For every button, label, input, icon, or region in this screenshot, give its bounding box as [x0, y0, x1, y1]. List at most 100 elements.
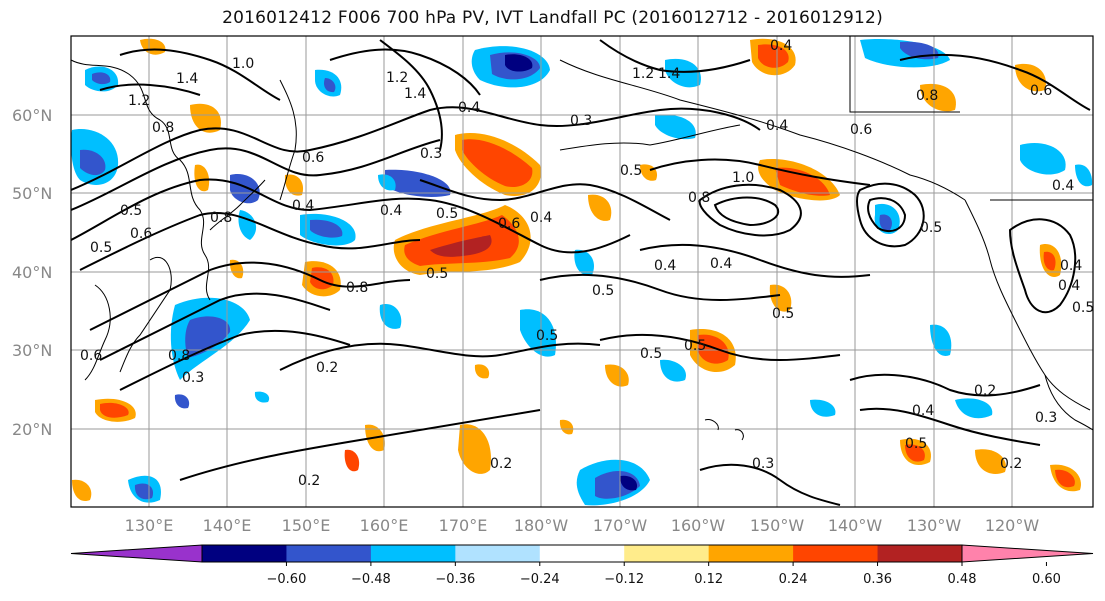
- pos-blob: [284, 174, 304, 196]
- colorbar-segment: [877, 545, 963, 562]
- negative-anomaly-shading: [71, 39, 1093, 506]
- pv-contour: [99, 83, 201, 96]
- pv-contour: [99, 292, 331, 361]
- contour-label: 0.4: [530, 210, 552, 226]
- neg-blob: [378, 174, 396, 191]
- contour-label: 0.3: [570, 113, 592, 129]
- contour-label: 0.2: [1000, 456, 1022, 472]
- neg-blob: [574, 249, 595, 276]
- contour-label: 0.5: [436, 206, 458, 222]
- colorbar-tick-label: −0.24: [520, 572, 560, 587]
- coastline-kamchatka: [279, 79, 297, 201]
- contour-label: 0.5: [90, 240, 112, 256]
- contour-label: 0.2: [974, 383, 996, 399]
- pos-blob: [1055, 469, 1075, 488]
- neg-blob: [620, 475, 638, 491]
- coastline-kuril: [209, 179, 266, 231]
- neg-blob: [385, 169, 451, 197]
- colorbar-segment: [370, 545, 456, 562]
- contour-label: 0.6: [850, 122, 872, 138]
- positive-anomaly-shading: [72, 38, 1081, 502]
- border-alaska: [849, 36, 960, 113]
- colorbar-extension-max: [961, 544, 1094, 563]
- pv-contour: [1008, 218, 1077, 314]
- contour-label: 0.8: [346, 280, 368, 296]
- contour-label: 0.5: [592, 283, 614, 299]
- contour-label: 0.5: [684, 338, 706, 354]
- contour-label: 0.5: [620, 163, 642, 179]
- contour-label: 0.5: [920, 220, 942, 236]
- contour-label: 0.8: [168, 348, 190, 364]
- pos-blob: [100, 402, 129, 418]
- pv-contour: [599, 39, 751, 73]
- contour-label: 0.5: [426, 266, 448, 282]
- longitude-labels: 130°E 140°E 150°E 160°E 170°E 180°W 170°…: [125, 516, 1040, 535]
- lon-label: 160°W: [671, 516, 726, 535]
- contour-label: 0.5: [120, 203, 142, 219]
- neg-blob: [80, 149, 106, 176]
- lat-label: 50°N: [12, 184, 52, 203]
- contour-label: 1.2: [128, 93, 150, 109]
- contour-label: 1.4: [404, 86, 426, 102]
- contour-label: 0.3: [752, 456, 774, 472]
- contour-label: 0.4: [1060, 258, 1082, 274]
- pv-contour: [867, 197, 907, 233]
- neg-blob: [665, 58, 701, 88]
- contour-label: 0.4: [292, 198, 314, 214]
- contour-label: 0.8: [152, 120, 174, 136]
- contour-label: 0.4: [1052, 178, 1074, 194]
- pv-contour: [71, 178, 631, 254]
- map-border: [70, 35, 1094, 508]
- pv-contour: [279, 342, 601, 371]
- coastline-aleutians: [559, 124, 741, 151]
- coastlines: [71, 36, 1093, 441]
- lat-label: 40°N: [12, 263, 52, 282]
- pos-blob: [605, 364, 629, 387]
- pv-contour: [379, 39, 443, 151]
- pos-blob: [559, 419, 574, 435]
- neg-blob: [185, 316, 231, 358]
- contour-label: 0.3: [420, 146, 442, 162]
- contour-label: 0.8: [688, 190, 710, 206]
- contour-label: 1.2: [386, 70, 408, 86]
- pos-blob: [194, 164, 210, 192]
- contour-label: 0.2: [316, 360, 338, 376]
- contour-label: 1.2: [632, 66, 654, 82]
- pos-blob: [588, 194, 612, 221]
- colorbar-tick-label: −0.48: [351, 572, 391, 587]
- colorbar-tick-label: −0.12: [604, 572, 644, 587]
- pv-contour: [849, 373, 1041, 397]
- latitude-labels: 60°N 50°N 40°N 30°N 20°N: [12, 106, 52, 439]
- pv-contour: [329, 48, 481, 96]
- contour-label: 0.6: [498, 216, 520, 232]
- neg-blob: [230, 174, 260, 204]
- pv-contour: [856, 182, 925, 248]
- pos-blob: [458, 424, 491, 474]
- contour-labels: 1.4 1.2 1.0 0.8 1.2 1.4 0.4 0.3 0.6 0.5 …: [80, 38, 1093, 489]
- contour-label: 0.4: [380, 203, 402, 219]
- contour-label: 0.4: [770, 38, 792, 54]
- lon-label: 150°E: [282, 516, 331, 535]
- neg-blob: [810, 399, 836, 417]
- pv-contour: [539, 273, 781, 301]
- contour-label: 0.5: [905, 436, 927, 452]
- colorbar-segment: [286, 545, 372, 562]
- pv-contour: [79, 212, 421, 271]
- pv-contour: [713, 196, 780, 227]
- lon-label: 160°E: [360, 516, 409, 535]
- contour-label: 0.4: [458, 100, 480, 116]
- contour-label: 0.3: [182, 370, 204, 386]
- colorbar-segment: [455, 545, 541, 562]
- lon-label: 130°E: [125, 516, 174, 535]
- lon-label: 170°W: [593, 516, 648, 535]
- contour-label: 0.5: [772, 306, 794, 322]
- contour-label: 1.4: [658, 66, 680, 82]
- colorbar-frame: [201, 544, 963, 563]
- contour-label: 0.8: [916, 88, 938, 104]
- contour-label: 0.4: [710, 256, 732, 272]
- neg-blob: [379, 304, 402, 329]
- coastline-asia: [71, 59, 211, 301]
- colorbar-tick-label: 0.12: [694, 572, 723, 587]
- pv-contour: [899, 53, 1091, 111]
